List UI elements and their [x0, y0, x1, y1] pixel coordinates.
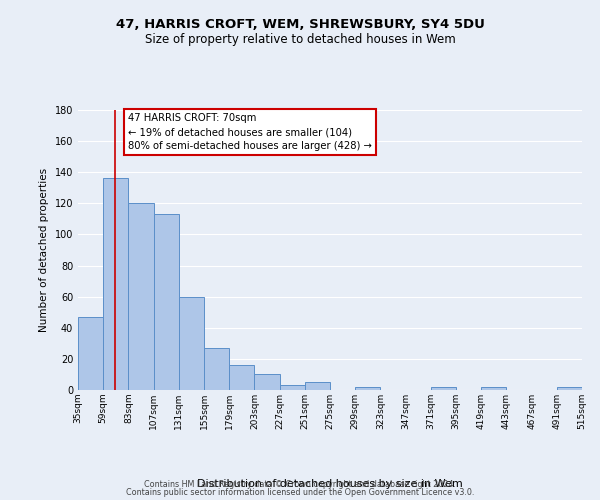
Text: Contains public sector information licensed under the Open Government Licence v3: Contains public sector information licen… [126, 488, 474, 497]
Bar [355, 387, 380, 390]
Bar [254, 374, 280, 390]
Bar [204, 348, 229, 390]
Bar [431, 387, 456, 390]
Bar [481, 387, 506, 390]
Bar [280, 386, 305, 390]
Text: Size of property relative to detached houses in Wem: Size of property relative to detached ho… [145, 32, 455, 46]
Bar [128, 204, 154, 390]
Bar [103, 178, 128, 390]
Text: 47, HARRIS CROFT, WEM, SHREWSBURY, SY4 5DU: 47, HARRIS CROFT, WEM, SHREWSBURY, SY4 5… [116, 18, 484, 30]
Bar [229, 365, 254, 390]
Bar [154, 214, 179, 390]
Text: 47 HARRIS CROFT: 70sqm
← 19% of detached houses are smaller (104)
80% of semi-de: 47 HARRIS CROFT: 70sqm ← 19% of detached… [128, 113, 372, 151]
X-axis label: Distribution of detached houses by size in Wem: Distribution of detached houses by size … [197, 479, 463, 489]
Text: Contains HM Land Registry data © Crown copyright and database right 2024.: Contains HM Land Registry data © Crown c… [144, 480, 456, 489]
Bar [305, 382, 330, 390]
Y-axis label: Number of detached properties: Number of detached properties [39, 168, 49, 332]
Bar [78, 317, 103, 390]
Bar [557, 387, 582, 390]
Bar [179, 296, 204, 390]
